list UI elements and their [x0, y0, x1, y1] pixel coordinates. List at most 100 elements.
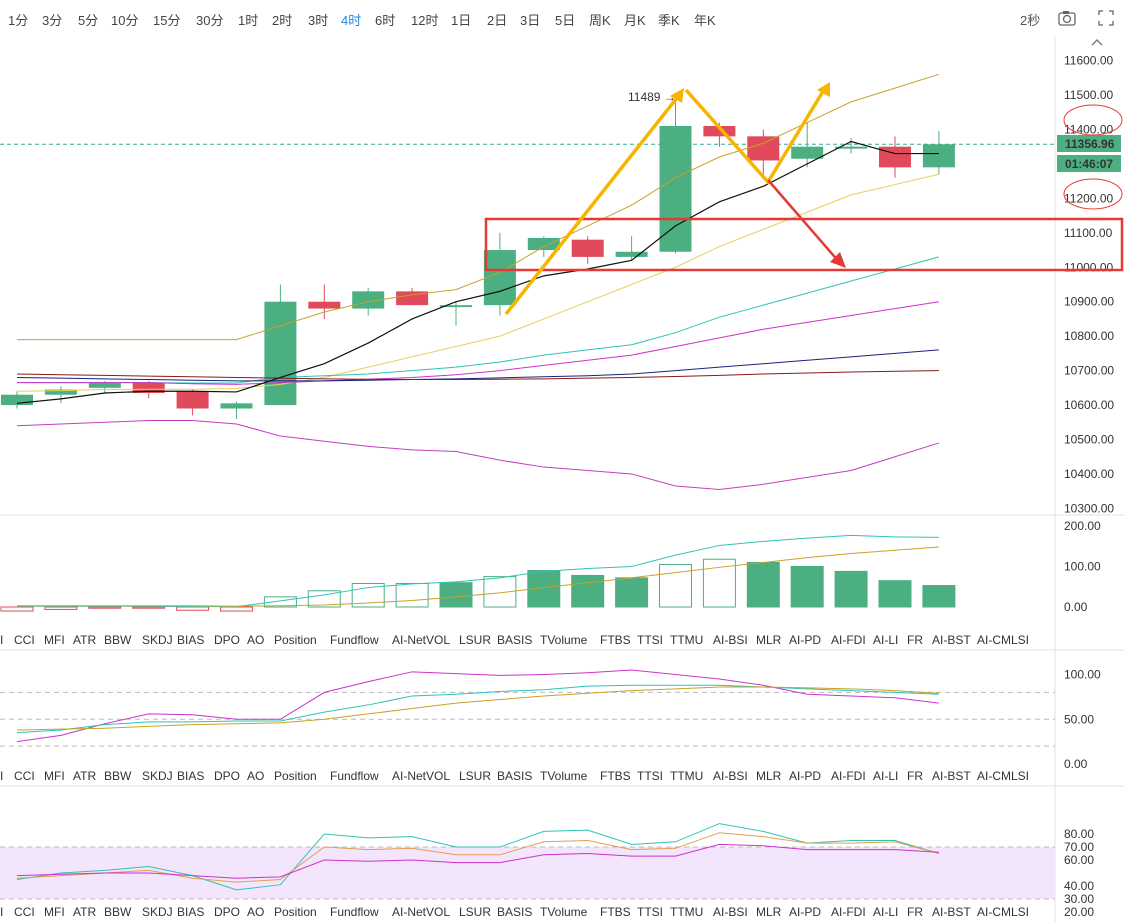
indicator-label[interactable]: MLR — [756, 769, 782, 783]
indicator-label[interactable]: MLR — [756, 905, 782, 919]
indicator-label[interactable]: AI-BSI — [713, 769, 748, 783]
timeframe-7[interactable]: 2时 — [272, 13, 293, 28]
indicator-label[interactable]: SKDJ — [142, 769, 173, 783]
indicator-label[interactable]: FR — [907, 633, 923, 647]
indicator-label[interactable]: TTMU — [670, 633, 703, 647]
indicator-label[interactable]: AI-BSI — [713, 905, 748, 919]
indicator-label[interactable]: BIAS — [177, 769, 204, 783]
camera-icon[interactable] — [1057, 9, 1077, 27]
indicator-label[interactable]: FR — [907, 769, 923, 783]
indicator-label[interactable]: AI-LI — [873, 905, 898, 919]
timeframe-6[interactable]: 1时 — [238, 13, 259, 28]
indicator-label[interactable]: BBW — [104, 905, 132, 919]
indicator-label[interactable]: MLR — [756, 633, 782, 647]
indicator-label[interactable]: FTBS — [600, 633, 631, 647]
timeframe-15[interactable]: 5日 — [555, 13, 576, 28]
timeframe-11[interactable]: 12时 — [411, 13, 439, 28]
indicator-label[interactable]: Fundflow — [330, 769, 379, 783]
indicator-label[interactable]: MFI — [44, 633, 65, 647]
timeframe-16[interactable]: 周K — [589, 13, 611, 28]
indicator-label[interactable]: BIAS — [177, 633, 204, 647]
indicator-label[interactable]: AI-PD — [789, 905, 821, 919]
indicator-label[interactable]: AI-CMLSI — [977, 769, 1029, 783]
indicator-label[interactable]: BBW — [104, 633, 132, 647]
indicator-label[interactable]: TTMU — [670, 769, 703, 783]
timeframe-3[interactable]: 10分 — [111, 13, 139, 28]
timeframe-18[interactable]: 季K — [658, 13, 680, 28]
indicator-label[interactable]: AI-NetVOL — [392, 905, 450, 919]
indicator-label[interactable]: I — [0, 905, 3, 919]
indicator-label[interactable]: Fundflow — [330, 905, 379, 919]
indicator-label[interactable]: DPO — [214, 769, 240, 783]
indicator-label[interactable]: BASIS — [497, 905, 532, 919]
indicator-label[interactable]: AI-PD — [789, 769, 821, 783]
indicator-label[interactable]: AI-LI — [873, 769, 898, 783]
indicator-label[interactable]: CCI — [14, 905, 35, 919]
indicator-label[interactable]: MFI — [44, 769, 65, 783]
indicator-label[interactable]: BBW — [104, 769, 132, 783]
indicator-label[interactable]: AI-BSI — [713, 633, 748, 647]
indicator-label[interactable]: Position — [274, 633, 317, 647]
indicator-label[interactable]: FTBS — [600, 769, 631, 783]
timeframe-2[interactable]: 5分 — [78, 13, 99, 28]
indicator-label[interactable]: AO — [247, 633, 264, 647]
indicator-label[interactable]: CCI — [14, 769, 35, 783]
indicator-label[interactable]: AI-FDI — [831, 633, 866, 647]
indicator-label[interactable]: BASIS — [497, 633, 532, 647]
indicator-label[interactable]: ATR — [73, 633, 96, 647]
indicator-label[interactable]: AI-CMLSI — [977, 905, 1029, 919]
indicator-label[interactable]: ATR — [73, 905, 96, 919]
indicator-label[interactable]: TTMU — [670, 905, 703, 919]
indicator-label[interactable]: MFI — [44, 905, 65, 919]
indicator-label[interactable]: DPO — [214, 633, 240, 647]
indicator-label[interactable]: AO — [247, 905, 264, 919]
indicator-label[interactable]: I — [0, 633, 3, 647]
indicator-label[interactable]: AI-BST — [932, 905, 971, 919]
indicator-label[interactable]: BIAS — [177, 905, 204, 919]
indicator-label[interactable]: TTSI — [637, 905, 663, 919]
indicator-label[interactable]: AI-PD — [789, 633, 821, 647]
indicator-label[interactable]: AI-FDI — [831, 769, 866, 783]
indicator-label[interactable]: CCI — [14, 633, 35, 647]
timeframe-4[interactable]: 15分 — [153, 13, 181, 28]
indicator-label[interactable]: LSUR — [459, 769, 491, 783]
indicator-label[interactable]: Fundflow — [330, 633, 379, 647]
indicator-label[interactable]: AI-LI — [873, 633, 898, 647]
refresh-interval[interactable]: 2秒 — [1020, 13, 1041, 28]
timeframe-8[interactable]: 3时 — [308, 13, 329, 28]
indicator-label[interactable]: Position — [274, 769, 317, 783]
indicator-label[interactable]: Position — [274, 905, 317, 919]
timeframe-14[interactable]: 3日 — [520, 13, 541, 28]
indicator-label[interactable]: AI-BST — [932, 769, 971, 783]
timeframe-9[interactable]: 4时 — [341, 13, 362, 28]
timeframe-19[interactable]: 年K — [694, 13, 716, 28]
chevron-up-icon[interactable] — [1090, 37, 1104, 49]
indicator-label[interactable]: FR — [907, 905, 923, 919]
timeframe-17[interactable]: 月K — [624, 13, 646, 28]
timeframe-12[interactable]: 1日 — [451, 13, 472, 28]
indicator-label[interactable]: TVolume — [540, 633, 588, 647]
indicator-label[interactable]: AI-FDI — [831, 905, 866, 919]
timeframe-5[interactable]: 30分 — [196, 13, 224, 28]
indicator-label[interactable]: BASIS — [497, 769, 532, 783]
indicator-label[interactable]: SKDJ — [142, 633, 173, 647]
indicator-label[interactable]: TVolume — [540, 905, 588, 919]
indicator-label[interactable]: AI-CMLSI — [977, 633, 1029, 647]
indicator-label[interactable]: TTSI — [637, 769, 663, 783]
timeframe-10[interactable]: 6时 — [375, 13, 396, 28]
timeframe-0[interactable]: 1分 — [8, 13, 29, 28]
indicator-label[interactable]: AI-BST — [932, 633, 971, 647]
indicator-label[interactable]: AO — [247, 769, 264, 783]
timeframe-1[interactable]: 3分 — [42, 13, 63, 28]
indicator-label[interactable]: LSUR — [459, 633, 491, 647]
fullscreen-icon[interactable] — [1097, 9, 1115, 27]
indicator-label[interactable]: TVolume — [540, 769, 588, 783]
indicator-label[interactable]: SKDJ — [142, 905, 173, 919]
indicator-label[interactable]: FTBS — [600, 905, 631, 919]
indicator-label[interactable]: AI-NetVOL — [392, 769, 450, 783]
timeframe-13[interactable]: 2日 — [487, 13, 508, 28]
indicator-label[interactable]: AI-NetVOL — [392, 633, 450, 647]
indicator-label[interactable]: ATR — [73, 769, 96, 783]
indicator-label[interactable]: LSUR — [459, 905, 491, 919]
